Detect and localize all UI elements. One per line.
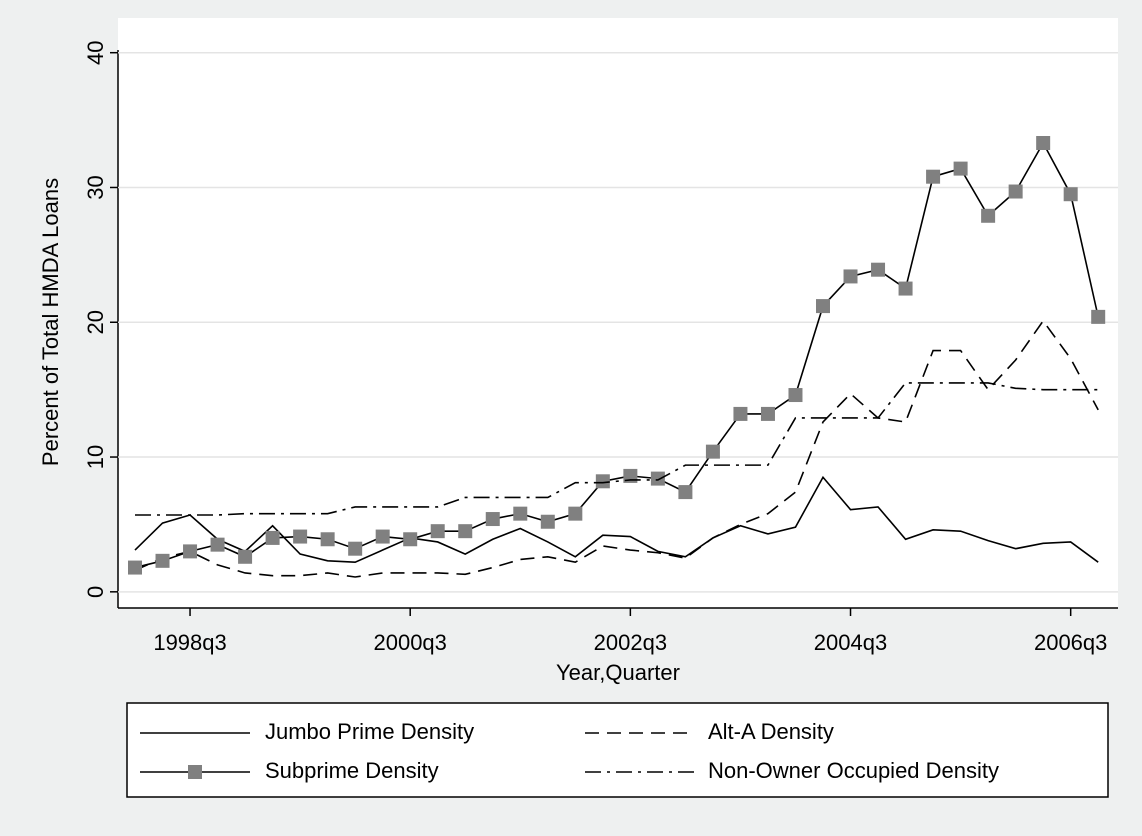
marker: [595, 474, 610, 489]
marker: [898, 281, 913, 296]
legend-label: Jumbo Prime Density: [265, 719, 474, 744]
x-tick-label: 1998q3: [153, 630, 226, 655]
marker: [733, 406, 748, 421]
x-tick-label: 2004q3: [814, 630, 887, 655]
marker: [1008, 184, 1023, 199]
marker: [650, 471, 665, 486]
marker: [320, 532, 335, 547]
marker: [183, 544, 198, 559]
y-tick-label: 30: [83, 175, 108, 199]
marker: [953, 161, 968, 176]
y-tick-label: 20: [83, 310, 108, 334]
series-line: [134, 319, 1099, 578]
legend-label: Alt-A Density: [708, 719, 834, 744]
y-axis-title: Percent of Total HMDA Loans: [38, 178, 63, 466]
marker: [760, 406, 775, 421]
legend-label: Subprime Density: [265, 758, 439, 783]
marker: [568, 506, 583, 521]
marker: [293, 529, 308, 544]
y-tick-label: 0: [83, 586, 108, 598]
legend: [126, 702, 1109, 798]
marker: [926, 169, 941, 184]
legend-marker: [188, 765, 202, 779]
marker: [540, 514, 555, 529]
marker: [843, 269, 858, 284]
x-tick-label: 2000q3: [373, 630, 446, 655]
y-tick-label: 10: [83, 445, 108, 469]
marker: [788, 388, 803, 403]
marker: [265, 530, 280, 545]
marker: [678, 485, 693, 500]
marker: [705, 444, 720, 459]
series-line: [135, 382, 1099, 516]
marker: [1036, 136, 1051, 150]
marker: [403, 532, 418, 547]
x-tick-label: 2006q3: [1034, 630, 1107, 655]
marker: [513, 506, 528, 521]
marker: [128, 560, 142, 575]
marker: [1063, 187, 1078, 202]
x-axis-title: Year,Quarter: [556, 660, 680, 685]
y-tick-label: 40: [83, 40, 108, 64]
x-tick-label: 2002q3: [594, 630, 667, 655]
marker: [458, 524, 473, 539]
marker: [375, 529, 390, 544]
marker: [155, 553, 170, 568]
plot-area: [118, 18, 1118, 608]
marker: [210, 537, 225, 552]
marker: [981, 208, 996, 223]
marker: [871, 262, 886, 277]
marker: [485, 512, 500, 527]
legend-label: Non-Owner Occupied Density: [708, 758, 999, 783]
marker: [348, 541, 363, 556]
marker: [238, 549, 253, 564]
marker: [816, 299, 830, 314]
marker: [430, 524, 445, 539]
series-line: [134, 475, 1099, 563]
marker: [1091, 309, 1106, 324]
